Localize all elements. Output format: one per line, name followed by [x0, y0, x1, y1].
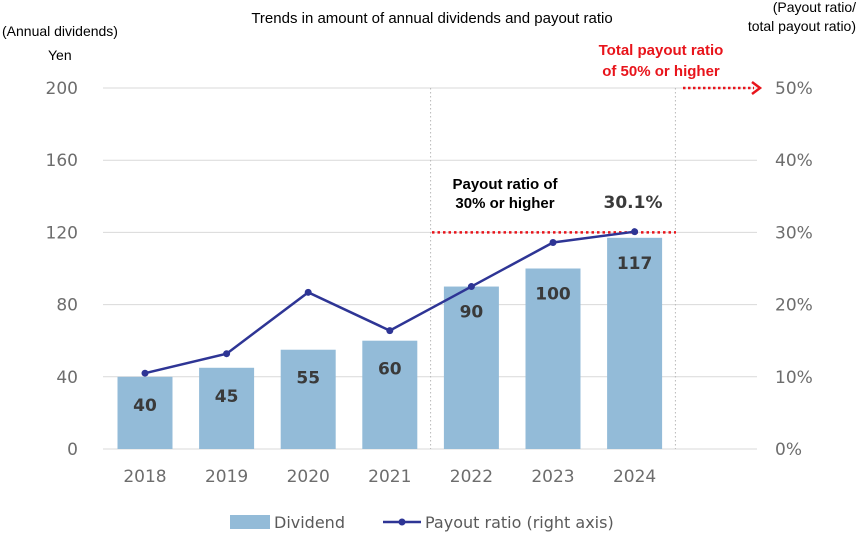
payout-ratio-point — [631, 228, 639, 236]
total50-note-line1: Total payout ratio — [599, 42, 724, 59]
dividend-bar — [280, 349, 336, 449]
left-axis-tick-label: 200 — [46, 79, 78, 99]
x-axis-tick-label: 2020 — [287, 467, 330, 487]
divider-lines — [430, 88, 676, 449]
legend-dividend-label: Dividend — [274, 513, 345, 532]
payout30-note-line2: 30% or higher — [455, 195, 554, 212]
chart-title: Trends in amount of annual dividends and… — [251, 10, 612, 27]
left-axis-tick-label: 40 — [56, 368, 78, 388]
dividend-bar — [117, 376, 173, 449]
dividend-bar-label: 60 — [378, 360, 402, 380]
dividend-bar — [525, 268, 581, 449]
left-axis-label-line1: (Annual dividends) — [2, 23, 118, 39]
dividend-bar — [443, 286, 499, 449]
dividend-bar — [199, 367, 255, 449]
left-axis-label-line2: Yen — [48, 47, 72, 63]
x-axis-ticks: 2018 2019 2020 2021 2022 2023 2024 — [123, 467, 656, 487]
dividend-bar-label: 100 — [535, 285, 571, 305]
right-axis-tick-label: 0% — [775, 440, 802, 460]
last-point-label: 30.1% — [604, 193, 663, 213]
dividend-bar-label: 90 — [460, 303, 484, 323]
total50-arrow-head — [751, 81, 763, 95]
left-axis-tick-label: 160 — [46, 151, 78, 171]
payout-ratio-point — [304, 288, 312, 296]
x-axis-tick-label: 2023 — [531, 467, 574, 487]
dividend-bar-label: 45 — [215, 387, 239, 407]
target-lines — [432, 81, 763, 234]
left-axis-tick-label: 80 — [56, 296, 78, 316]
payout-ratio-point — [467, 283, 475, 291]
right-axis-tick-label: 50% — [775, 79, 813, 99]
legend: Dividend Payout ratio (right axis) — [230, 513, 614, 532]
payout-ratio-point — [141, 369, 149, 377]
dividend-bar — [607, 237, 663, 449]
dividend-bar-label: 117 — [617, 254, 653, 274]
right-axis-label-line1: (Payout ratio/ — [773, 0, 856, 15]
payout-ratio-point — [549, 239, 557, 247]
left-axis-tick-label: 120 — [46, 223, 78, 243]
dividend-bar-labels: 40 45 55 60 90 100 117 — [133, 254, 652, 416]
dividend-bar — [362, 340, 418, 449]
x-axis-tick-label: 2024 — [613, 467, 656, 487]
total50-note-line2: of 50% or higher — [602, 63, 720, 80]
right-axis-tick-label: 10% — [775, 368, 813, 388]
payout-ratio-point — [223, 350, 231, 358]
right-axis-label-line2: total payout ratio) — [748, 18, 856, 34]
payout30-note-line1: Payout ratio of — [452, 176, 558, 193]
legend-payout-label: Payout ratio (right axis) — [425, 513, 614, 532]
payout-ratio-line — [141, 228, 639, 377]
dividend-bar-label: 55 — [296, 369, 320, 389]
legend-payout-marker — [398, 518, 406, 526]
x-axis-tick-label: 2018 — [123, 467, 166, 487]
x-axis-tick-label: 2022 — [450, 467, 493, 487]
dividend-bars — [117, 237, 663, 449]
legend-dividend-swatch — [230, 515, 270, 529]
x-axis-tick-label: 2021 — [368, 467, 411, 487]
dividend-bar-label: 40 — [133, 396, 157, 416]
right-axis-ticks: 0% 10% 20% 30% 40% 50% — [775, 79, 813, 460]
right-axis-tick-label: 40% — [775, 151, 813, 171]
x-axis-tick-label: 2019 — [205, 467, 248, 487]
payout-ratio-point — [386, 327, 394, 335]
right-axis-tick-label: 30% — [775, 223, 813, 243]
left-axis-tick-label: 0 — [67, 440, 78, 460]
left-axis-ticks: 0 40 80 120 160 200 — [46, 79, 78, 460]
right-axis-tick-label: 20% — [775, 296, 813, 316]
